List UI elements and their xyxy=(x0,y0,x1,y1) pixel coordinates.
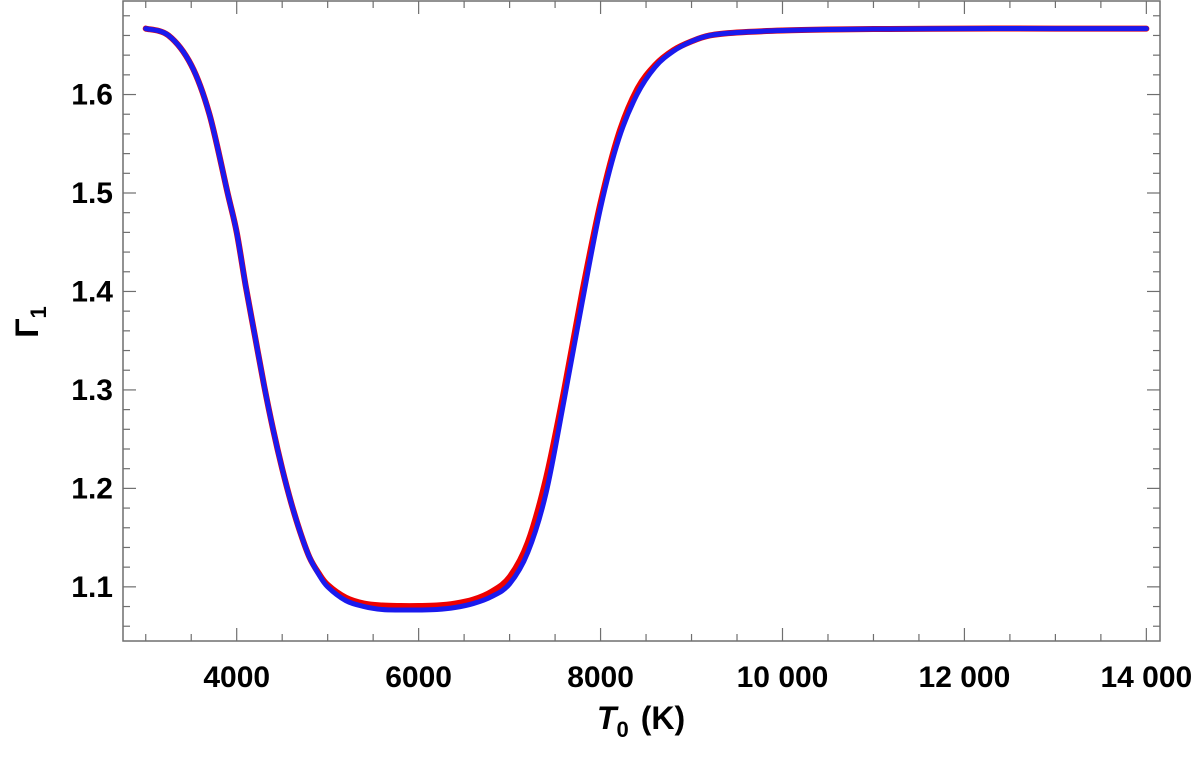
y-tick-label: 1.5 xyxy=(71,177,113,210)
x-tick-label: 14 000 xyxy=(1100,661,1192,694)
x-axis-subscript: 0 xyxy=(616,717,628,742)
x-axis-symbol: T xyxy=(597,700,619,736)
x-axis-label: T0 (K) xyxy=(597,700,685,742)
y-tick-label: 1.2 xyxy=(71,472,113,505)
y-tick-label: 1.6 xyxy=(71,79,113,112)
y-axis-symbol: Γ xyxy=(9,319,45,338)
x-tick-label: 8000 xyxy=(567,661,634,694)
x-tick-label: 6000 xyxy=(385,661,452,694)
axis-tick-labels: 4000 6000 8000 10 000 12 000 14 000 1.1 1.2 1.3 1… xyxy=(71,79,1192,694)
y-tick-label: 1.1 xyxy=(71,571,113,604)
y-tick-label: 1.4 xyxy=(71,275,113,308)
y-tick-label: 1.3 xyxy=(71,374,113,407)
y-axis-subscript: 1 xyxy=(26,306,51,318)
x-tick-label: 10 000 xyxy=(737,661,829,694)
y-axis-label: Γ1 xyxy=(9,306,51,337)
series-line-2 xyxy=(143,26,1149,613)
plot-frame xyxy=(122,0,1161,642)
x-tick-label: 12 000 xyxy=(919,661,1011,694)
series-layer xyxy=(142,25,1150,613)
axis-ticks xyxy=(123,1,1160,641)
x-tick-label: 4000 xyxy=(203,661,270,694)
x-axis-unit: (K) xyxy=(641,700,685,736)
